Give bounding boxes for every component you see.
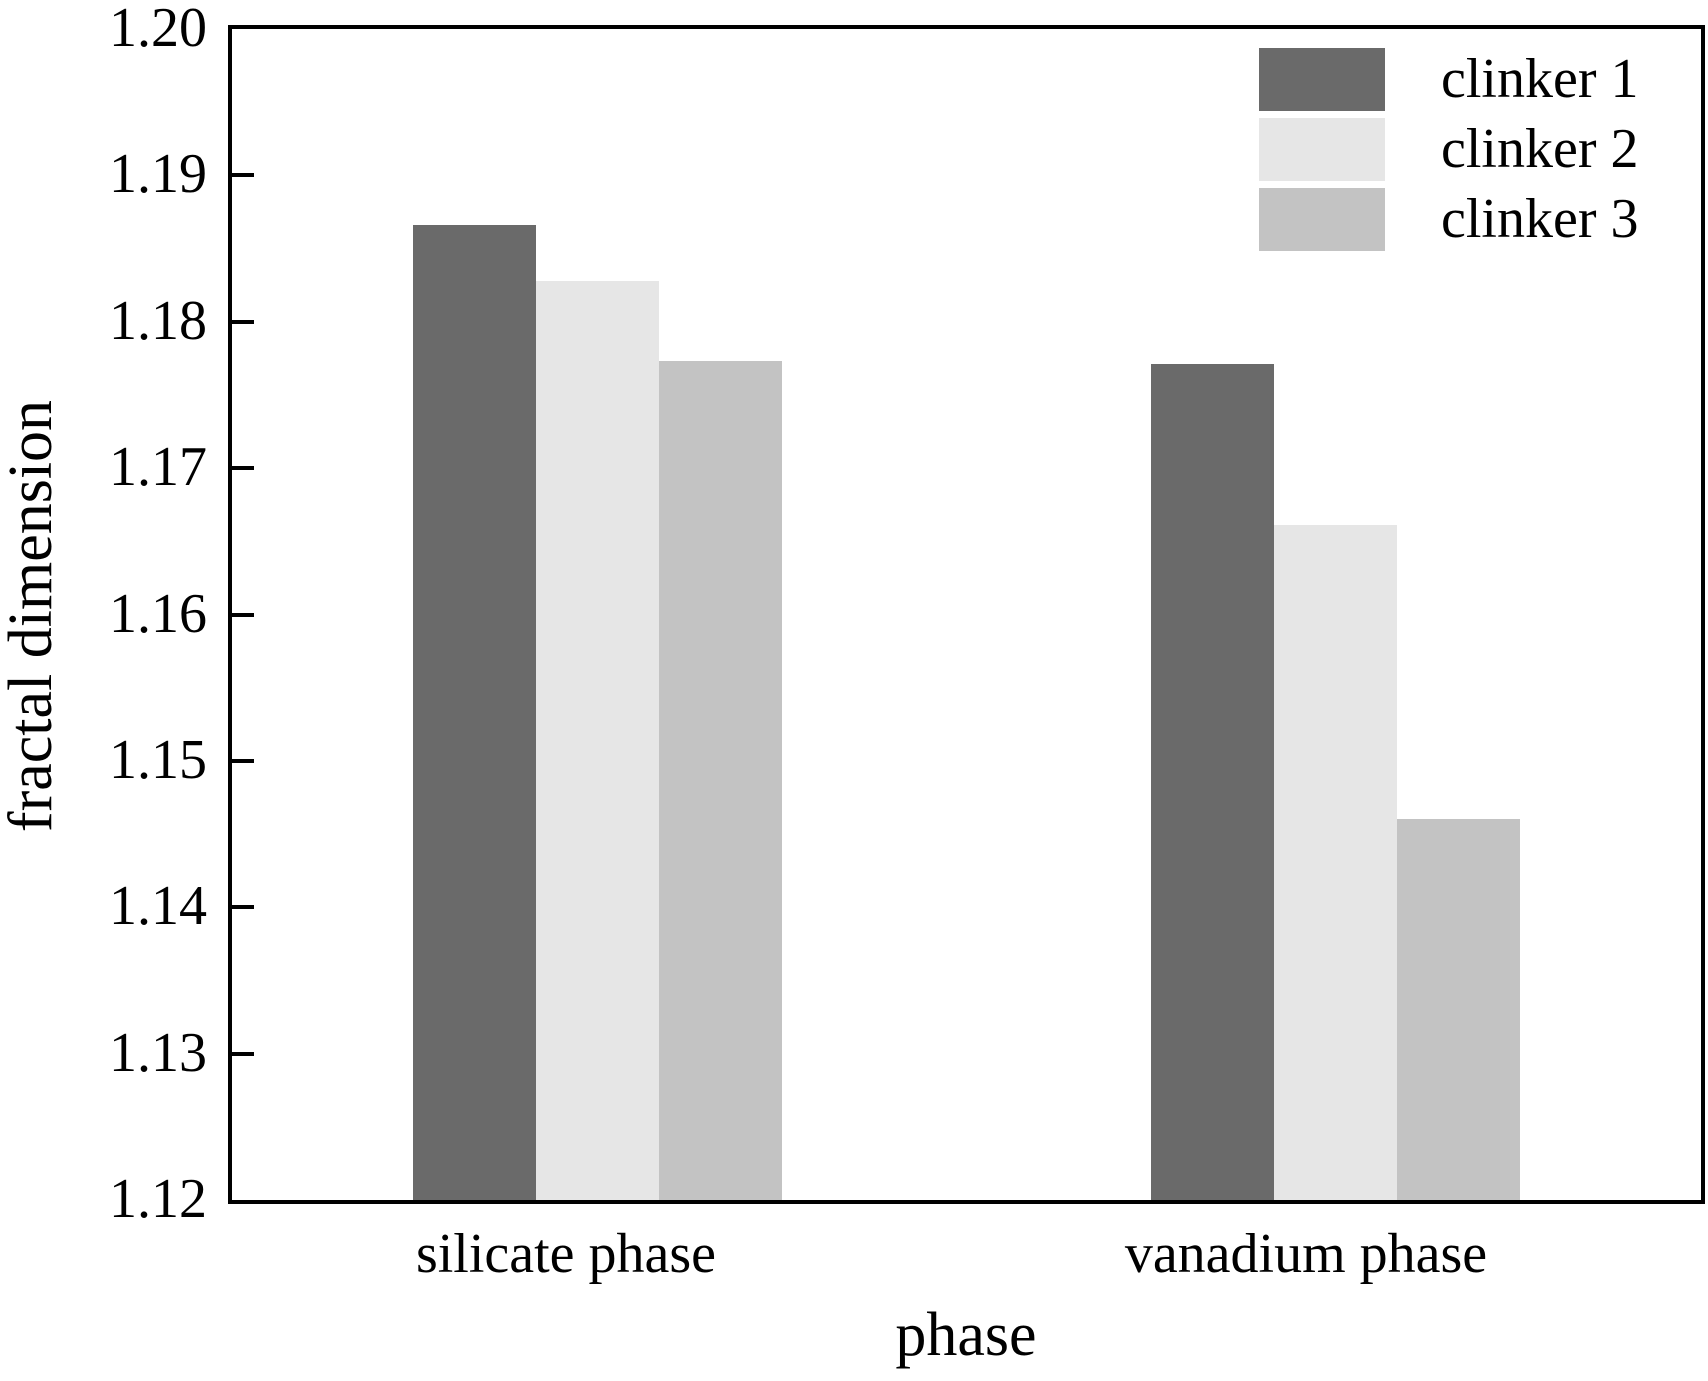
bar-vanadium-phase-clinker-1 <box>1151 364 1274 1200</box>
bar-vanadium-phase-clinker-3 <box>1397 819 1520 1200</box>
y-tick-1.13 <box>232 1051 254 1056</box>
bar-silicate-phase-clinker-2 <box>536 281 659 1200</box>
x-axis-title: phase <box>895 1301 1037 1369</box>
bar-silicate-phase-clinker-3 <box>659 361 782 1200</box>
y-tick-label-1.19: 1.19 <box>109 143 207 206</box>
y-tick-label-1.20: 1.20 <box>109 0 207 59</box>
y-tick-label-1.17: 1.17 <box>109 436 207 499</box>
y-tick-label-1.14: 1.14 <box>109 875 207 938</box>
bar-vanadium-phase-clinker-2 <box>1274 525 1397 1200</box>
bar-silicate-phase-clinker-1 <box>413 225 536 1200</box>
plot-area: clinker 1 clinker 2 clinker 3 <box>228 25 1705 1204</box>
legend-row-clinker-3: clinker 3 <box>1259 188 1638 251</box>
x-category-label-vanadium-phase: vanadium phase <box>1124 1223 1488 1285</box>
y-tick-label-1.15: 1.15 <box>109 728 207 791</box>
y-tick-1.15 <box>232 758 254 763</box>
y-tick-label-1.12: 1.12 <box>109 1168 207 1230</box>
y-tick-1.17 <box>232 466 254 471</box>
legend-label-clinker-2: clinker 2 <box>1441 118 1639 180</box>
y-tick-1.14 <box>232 905 254 910</box>
legend-row-clinker-1: clinker 1 <box>1259 48 1638 111</box>
legend-label-clinker-3: clinker 3 <box>1441 188 1639 250</box>
y-tick-label-1.16: 1.16 <box>109 582 207 645</box>
y-tick-1.19 <box>232 173 254 178</box>
legend-row-clinker-2: clinker 2 <box>1259 118 1638 181</box>
x-category-label-silicate-phase: silicate phase <box>415 1223 717 1285</box>
legend-swatch-clinker-2 <box>1259 118 1385 181</box>
y-tick-label-1.18: 1.18 <box>109 289 207 352</box>
legend-swatch-clinker-3 <box>1259 188 1385 251</box>
y-tick-1.16 <box>232 612 254 617</box>
legend-label-clinker-1: clinker 1 <box>1441 48 1639 110</box>
y-tick-1.18 <box>232 319 254 324</box>
legend-swatch-clinker-1 <box>1259 48 1385 111</box>
y-tick-label-1.13: 1.13 <box>109 1021 207 1084</box>
